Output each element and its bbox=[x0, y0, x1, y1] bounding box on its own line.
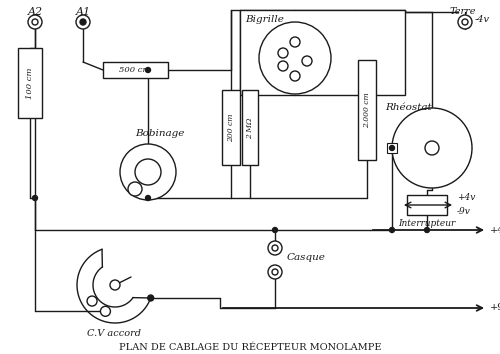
Text: A2: A2 bbox=[28, 7, 42, 17]
Text: Bigrille: Bigrille bbox=[245, 15, 284, 24]
Circle shape bbox=[32, 19, 38, 25]
Circle shape bbox=[148, 295, 154, 301]
Text: 200 cm: 200 cm bbox=[227, 114, 235, 142]
Circle shape bbox=[392, 108, 472, 188]
Circle shape bbox=[87, 296, 97, 306]
Circle shape bbox=[28, 15, 42, 29]
Text: PLAN DE CABLAGE DU RÉCEPTEUR MONOLAMPE: PLAN DE CABLAGE DU RÉCEPTEUR MONOLAMPE bbox=[119, 343, 382, 353]
Circle shape bbox=[278, 48, 288, 58]
Bar bbox=[407, 195, 447, 215]
Circle shape bbox=[302, 56, 312, 66]
Circle shape bbox=[135, 159, 161, 185]
Circle shape bbox=[259, 22, 331, 94]
Bar bbox=[103, 62, 168, 78]
Text: +4v: +4v bbox=[457, 194, 475, 202]
Circle shape bbox=[272, 228, 278, 233]
Circle shape bbox=[424, 228, 430, 233]
Text: A1: A1 bbox=[76, 7, 90, 17]
Text: C.V accord: C.V accord bbox=[87, 329, 141, 337]
Text: +9v: +9v bbox=[490, 303, 500, 313]
Circle shape bbox=[76, 15, 90, 29]
Circle shape bbox=[272, 245, 278, 251]
Text: Casque: Casque bbox=[287, 253, 326, 263]
Circle shape bbox=[268, 241, 282, 255]
Circle shape bbox=[128, 182, 142, 196]
Text: 2.000 cm: 2.000 cm bbox=[363, 92, 371, 128]
Circle shape bbox=[146, 68, 150, 73]
Text: -9v: -9v bbox=[457, 206, 471, 216]
Text: Bobinage: Bobinage bbox=[136, 130, 184, 138]
Text: Interrupteur: Interrupteur bbox=[398, 218, 456, 228]
Bar bbox=[242, 90, 258, 165]
Text: Rhéostat: Rhéostat bbox=[385, 103, 432, 112]
Circle shape bbox=[32, 195, 38, 200]
Circle shape bbox=[458, 15, 472, 29]
Bar bbox=[358, 60, 376, 160]
Text: 100 cm: 100 cm bbox=[26, 67, 34, 99]
Text: -4v: -4v bbox=[475, 16, 490, 24]
Bar bbox=[18, 48, 42, 118]
Bar bbox=[387, 143, 397, 153]
Circle shape bbox=[462, 19, 468, 25]
Circle shape bbox=[290, 71, 300, 81]
Bar bbox=[222, 90, 240, 165]
Circle shape bbox=[268, 265, 282, 279]
Circle shape bbox=[272, 269, 278, 275]
Circle shape bbox=[110, 280, 120, 290]
Circle shape bbox=[100, 306, 110, 316]
Circle shape bbox=[80, 19, 86, 25]
Circle shape bbox=[425, 141, 439, 155]
Circle shape bbox=[120, 144, 176, 200]
Circle shape bbox=[390, 145, 394, 150]
Text: +4,5v: +4,5v bbox=[490, 225, 500, 234]
Text: 500 cm: 500 cm bbox=[120, 66, 151, 74]
Text: Terre: Terre bbox=[450, 7, 476, 17]
Bar bbox=[240, 10, 405, 95]
Circle shape bbox=[278, 61, 288, 71]
Circle shape bbox=[146, 195, 150, 200]
Circle shape bbox=[290, 37, 300, 47]
Text: 2 MΩ: 2 MΩ bbox=[246, 117, 254, 139]
Circle shape bbox=[390, 228, 394, 233]
